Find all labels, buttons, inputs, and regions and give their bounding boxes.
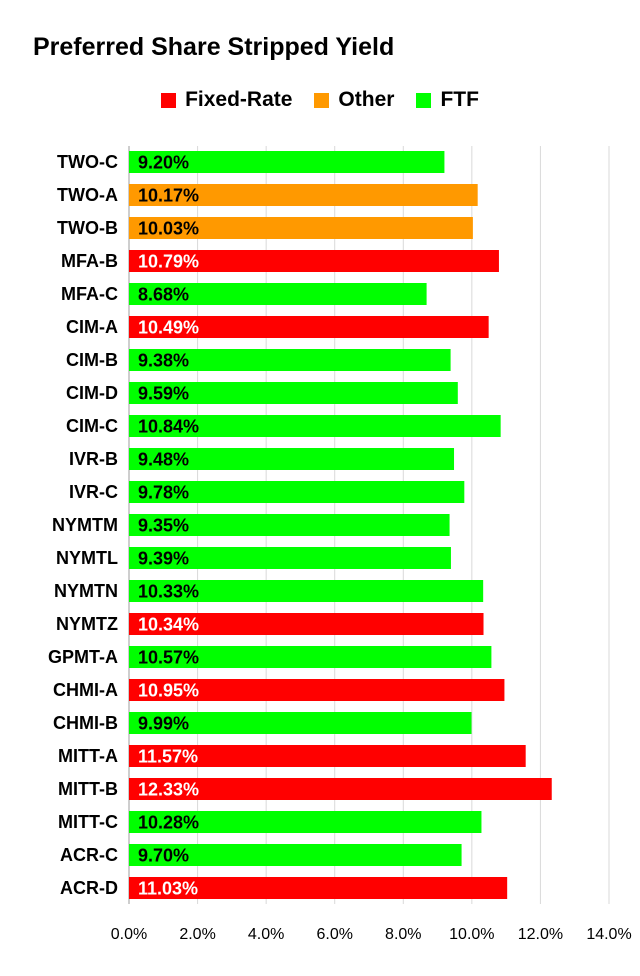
bar bbox=[129, 349, 451, 371]
data-label: 10.33% bbox=[138, 582, 199, 602]
category-label: TWO-A bbox=[57, 185, 118, 205]
legend-swatch-ftf bbox=[416, 92, 432, 108]
bar bbox=[129, 877, 508, 899]
data-label: 9.59% bbox=[138, 384, 189, 404]
legend-label-ftf: FTF bbox=[440, 88, 479, 111]
category-label: IVR-B bbox=[69, 449, 118, 469]
data-label: 9.99% bbox=[138, 714, 189, 734]
category-label: CIM-C bbox=[66, 416, 118, 436]
data-label: 10.57% bbox=[138, 648, 199, 668]
data-label: 9.48% bbox=[138, 450, 189, 470]
bar bbox=[129, 844, 462, 866]
category-label: NYMTZ bbox=[56, 614, 118, 634]
bar bbox=[129, 316, 489, 338]
category-label: CIM-B bbox=[66, 350, 118, 370]
category-label: ACR-D bbox=[60, 878, 118, 898]
category-label: GPMT-A bbox=[48, 647, 118, 667]
category-label: NYMTM bbox=[52, 515, 118, 535]
bar bbox=[129, 382, 458, 404]
bar bbox=[129, 151, 445, 173]
data-label: 10.17% bbox=[138, 186, 199, 206]
x-tick-label: 4.0% bbox=[248, 926, 284, 943]
bar bbox=[129, 646, 492, 668]
data-label: 10.95% bbox=[138, 681, 199, 701]
x-tick-label: 0.0% bbox=[111, 926, 147, 943]
category-label: MFA-C bbox=[61, 284, 118, 304]
category-label: IVR-C bbox=[69, 482, 118, 502]
legend-item-ftf[interactable]: FTF bbox=[416, 88, 479, 112]
chart-title: Preferred Share Stripped Yield bbox=[33, 33, 395, 61]
data-label: 9.70% bbox=[138, 846, 189, 866]
bar bbox=[129, 415, 501, 437]
bar bbox=[129, 811, 482, 833]
bar bbox=[129, 217, 473, 239]
legend-label-fixed-rate: Fixed-Rate bbox=[185, 88, 293, 111]
bar bbox=[129, 250, 499, 272]
data-label: 10.49% bbox=[138, 318, 199, 338]
legend: Fixed-Rate Other FTF bbox=[0, 88, 640, 112]
bar bbox=[129, 712, 472, 734]
bar bbox=[129, 613, 484, 635]
data-label: 9.39% bbox=[138, 549, 189, 569]
category-label: MITT-C bbox=[58, 812, 118, 832]
bar bbox=[129, 283, 427, 305]
legend-label-other: Other bbox=[338, 88, 395, 111]
data-label: 11.03% bbox=[138, 879, 198, 899]
data-label: 10.28% bbox=[138, 813, 199, 833]
bar bbox=[129, 745, 526, 767]
category-label: NYMTL bbox=[56, 548, 118, 568]
x-tick-label: 12.0% bbox=[518, 926, 563, 943]
category-label: TWO-B bbox=[57, 218, 118, 238]
data-label: 9.20% bbox=[138, 153, 189, 173]
category-label: CHMI-A bbox=[53, 680, 118, 700]
x-tick-label: 14.0% bbox=[586, 926, 631, 943]
category-label: NYMTN bbox=[54, 581, 118, 601]
data-label: 8.68% bbox=[138, 285, 189, 305]
category-label: TWO-C bbox=[57, 152, 118, 172]
data-label: 9.38% bbox=[138, 351, 189, 371]
bar bbox=[129, 514, 450, 536]
category-label: CHMI-B bbox=[53, 713, 118, 733]
bar bbox=[129, 547, 451, 569]
bar bbox=[129, 679, 505, 701]
data-label: 10.84% bbox=[138, 417, 199, 437]
category-label: CIM-A bbox=[66, 317, 118, 337]
bar bbox=[129, 580, 484, 602]
bar bbox=[129, 481, 465, 503]
category-label: MITT-B bbox=[58, 779, 118, 799]
x-tick-label: 6.0% bbox=[316, 926, 352, 943]
legend-item-fixed-rate[interactable]: Fixed-Rate bbox=[161, 88, 292, 112]
bar bbox=[129, 184, 478, 206]
category-label: MITT-A bbox=[58, 746, 118, 766]
data-label: 9.35% bbox=[138, 516, 189, 536]
bar bbox=[129, 448, 455, 470]
data-label: 10.34% bbox=[138, 615, 199, 635]
category-label: CIM-D bbox=[66, 383, 118, 403]
bar bbox=[129, 778, 552, 800]
legend-swatch-fixed-rate bbox=[161, 92, 177, 108]
legend-item-other[interactable]: Other bbox=[314, 88, 394, 112]
data-label: 12.33% bbox=[138, 780, 199, 800]
x-tick-label: 2.0% bbox=[179, 926, 215, 943]
category-label: MFA-B bbox=[61, 251, 118, 271]
legend-swatch-other bbox=[314, 92, 330, 108]
x-tick-label: 8.0% bbox=[385, 926, 421, 943]
data-label: 10.03% bbox=[138, 219, 199, 239]
data-label: 10.79% bbox=[138, 252, 199, 272]
category-label: ACR-C bbox=[60, 845, 118, 865]
data-label: 11.57% bbox=[138, 747, 198, 767]
x-tick-label: 10.0% bbox=[449, 926, 494, 943]
data-label: 9.78% bbox=[138, 483, 189, 503]
